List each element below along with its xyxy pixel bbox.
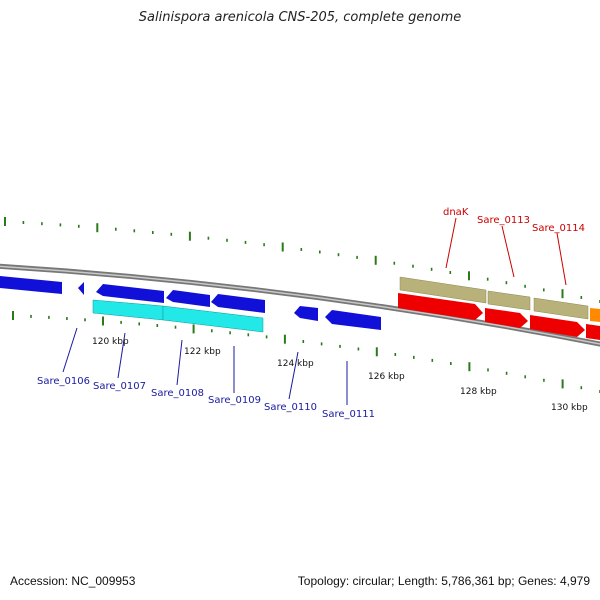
gene-khaki-sare0113[interactable] — [487, 290, 531, 311]
backbone — [0, 263, 600, 347]
gene-track-red — [398, 293, 600, 340]
leader-sare0110 — [288, 351, 299, 400]
scale-label: 124 kbp — [277, 359, 314, 369]
tick-row-bottom — [12, 311, 600, 393]
gene-label-sare0111[interactable]: Sare_0111 — [322, 409, 375, 420]
gene-khaki-sare0114[interactable] — [533, 297, 589, 320]
backbone-inner — [0, 265, 600, 345]
scale-label: 122 kbp — [184, 347, 221, 357]
scale-labels: 120 kbp 122 kbp 124 kbp 126 kbp 128 kbp … — [92, 337, 588, 413]
gene-red-1[interactable] — [398, 293, 483, 320]
gene-red-2[interactable] — [485, 308, 528, 328]
scale-label: 126 kbp — [368, 372, 405, 382]
leader-sare0107 — [117, 332, 126, 379]
gene-arrow-sare0108[interactable] — [166, 290, 210, 307]
gene-labels-bottom: Sare_0106 Sare_0107 Sare_0108 Sare_0109 … — [37, 376, 375, 420]
label-leaders-top — [445, 217, 567, 286]
gene-label-dnak[interactable]: dnaK — [443, 207, 469, 218]
gene-arrow-sare0107[interactable] — [96, 284, 164, 303]
gene-cyan-2[interactable] — [162, 305, 264, 333]
gene-arrow-sare0110[interactable] — [294, 306, 318, 321]
gene-orange[interactable] — [590, 308, 600, 322]
gene-label-sare0110[interactable]: Sare_0110 — [264, 402, 317, 413]
scale-label: 120 kbp — [92, 337, 129, 347]
gene-arrow-sare0106[interactable] — [0, 276, 62, 294]
leader-sare0106 — [62, 327, 78, 373]
scale-label: 130 kbp — [551, 403, 588, 413]
scale-label: 128 kbp — [460, 387, 497, 397]
gene-label-sare0113[interactable]: Sare_0113 — [477, 215, 530, 226]
leader-sare0114 — [556, 232, 567, 286]
gene-label-sare0107[interactable]: Sare_0107 — [93, 381, 146, 392]
gene-arrow-small[interactable] — [78, 282, 84, 295]
gene-label-sare0114[interactable]: Sare_0114 — [532, 223, 585, 234]
gene-track-cyan — [92, 299, 264, 333]
gene-arrow-sare0109[interactable] — [211, 294, 265, 313]
gene-red-3[interactable] — [530, 315, 585, 337]
gene-labels-top: dnaK Sare_0113 Sare_0114 — [443, 207, 585, 234]
gene-khaki-dnak[interactable] — [399, 276, 487, 304]
map-title: Salinispora arenicola CNS-205, complete … — [138, 10, 462, 25]
accession-text: Accession: NC_009953 — [10, 574, 136, 588]
genome-summary-text: Topology: circular; Length: 5,786,361 bp… — [297, 574, 590, 588]
leader-sare0113 — [501, 225, 515, 278]
gene-label-sare0109[interactable]: Sare_0109 — [208, 395, 261, 406]
leader-sare0108 — [176, 339, 183, 386]
label-leaders-bottom — [62, 327, 348, 405]
gene-arrow-sare0111[interactable] — [325, 310, 381, 330]
gene-track-blue — [0, 276, 381, 330]
leader-dnak — [445, 217, 457, 269]
gene-red-4[interactable] — [586, 324, 600, 340]
gene-track-khaki — [399, 276, 589, 320]
gene-label-sare0108[interactable]: Sare_0108 — [151, 388, 204, 399]
tick-row-top — [4, 217, 600, 303]
gene-label-sare0106[interactable]: Sare_0106 — [37, 376, 90, 387]
